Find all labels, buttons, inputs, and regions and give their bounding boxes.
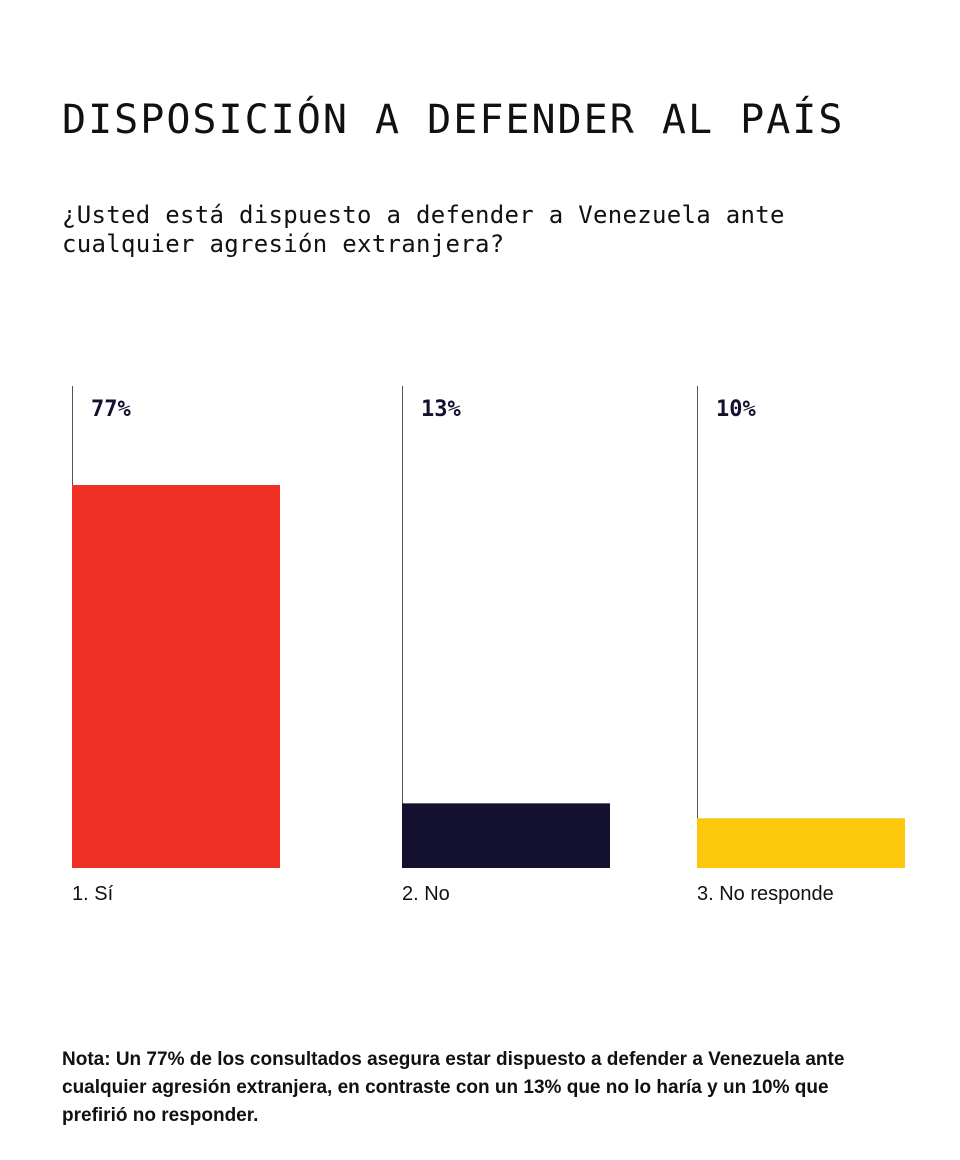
bar-chart: 77% 1. Sí 13% 2. No 10% 3. No responde xyxy=(72,386,905,905)
value-label-no-responde: 10% xyxy=(716,397,756,422)
bar-no-responde xyxy=(697,818,905,868)
chart-title: DISPOSICIÓN A DEFENDER AL PAÍS xyxy=(62,97,845,143)
category-label-si: 1. Sí xyxy=(72,883,114,905)
chart-note: Nota: Un 77% de los consultados asegura … xyxy=(62,1049,845,1126)
bar-si xyxy=(72,485,280,868)
chart-subtitle: ¿Usted está dispuesto a defender a Venez… xyxy=(62,201,785,258)
bar-no xyxy=(402,803,610,868)
value-label-no: 13% xyxy=(421,397,461,422)
value-label-si: 77% xyxy=(91,397,131,422)
category-label-no: 2. No xyxy=(402,883,450,905)
category-label-no-responde: 3. No responde xyxy=(697,883,834,905)
